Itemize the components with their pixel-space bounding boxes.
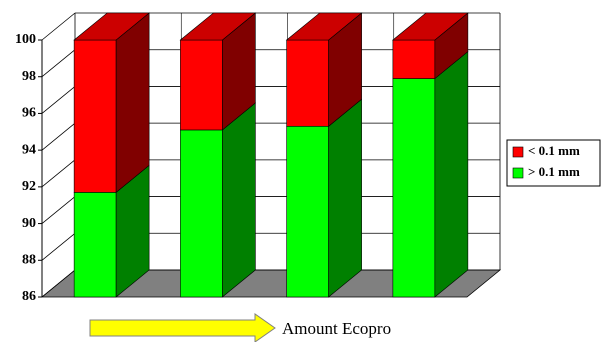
annotation: Amount Ecopro bbox=[282, 319, 391, 338]
y-tick-label: 98 bbox=[22, 69, 36, 84]
bar-segment bbox=[392, 78, 436, 298]
legend-swatch bbox=[512, 146, 524, 158]
grid-line bbox=[41, 269, 76, 298]
y-tick-label: 88 bbox=[22, 253, 36, 268]
bar-side bbox=[328, 98, 362, 298]
legend-label: > 0.1 mm bbox=[528, 164, 580, 179]
bar-segment bbox=[286, 39, 329, 127]
bar-top bbox=[285, 12, 363, 41]
bar-top bbox=[179, 12, 257, 41]
arrow bbox=[89, 313, 276, 342]
bar-segment bbox=[180, 129, 223, 298]
y-tick-label: 92 bbox=[22, 179, 36, 194]
bar-top bbox=[73, 12, 150, 41]
bar-side bbox=[222, 102, 256, 298]
bar-segment bbox=[73, 39, 117, 193]
grid-line bbox=[41, 49, 76, 78]
y-tick-label: 96 bbox=[22, 106, 36, 121]
y-tick-label: 90 bbox=[22, 216, 36, 231]
legend-label: < 0.1 mm bbox=[528, 143, 580, 158]
grid-line bbox=[41, 122, 76, 151]
grid-line bbox=[41, 232, 76, 261]
bar-segment bbox=[286, 125, 329, 298]
y-tick-label: 94 bbox=[22, 142, 36, 157]
bar-segment bbox=[392, 39, 436, 79]
grid-line bbox=[41, 196, 76, 224]
grid-line bbox=[41, 159, 76, 188]
bar-segment bbox=[180, 39, 223, 131]
bar-side bbox=[115, 12, 150, 193]
bar-segment bbox=[73, 192, 117, 298]
y-tick-label: 86 bbox=[22, 289, 36, 304]
grid-line bbox=[41, 86, 76, 114]
grid-line bbox=[41, 12, 76, 41]
bar-side bbox=[434, 50, 469, 298]
y-tick-label: 100 bbox=[15, 32, 36, 47]
legend-swatch bbox=[512, 167, 524, 179]
bar-top bbox=[392, 12, 469, 41]
